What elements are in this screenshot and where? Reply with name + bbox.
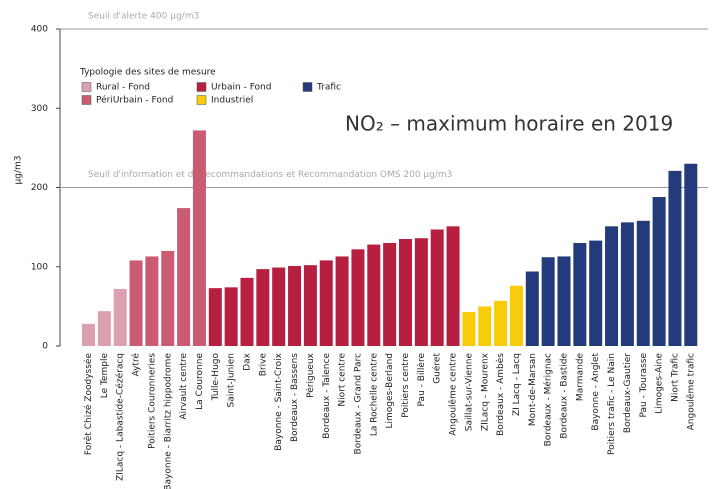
x-tick-label: Tulle-Hugo: [211, 353, 221, 402]
bar: [494, 300, 508, 346]
reference-label: Seuil d'information et de recommandation…: [88, 170, 452, 180]
legend-swatch: [302, 82, 313, 92]
bar: [525, 271, 539, 346]
legend-label: Urbain - Fond: [211, 83, 271, 93]
x-tick-label: La Couronne: [195, 353, 205, 410]
x-tick-label: ZI Lacq - Lacq: [512, 353, 522, 416]
x-tick-label: Bordeaux - Ambès: [495, 353, 506, 436]
x-tick-label: Bordeaux - Talence: [322, 353, 332, 439]
bar: [605, 226, 619, 346]
legend-swatch: [196, 95, 207, 105]
bar: [557, 256, 571, 346]
reference-label: Seuil d'alerte 400 µg/m3: [88, 12, 199, 22]
bar: [620, 222, 634, 346]
x-tick-label: Niort centre: [338, 353, 348, 407]
legend-swatch: [196, 82, 207, 92]
bar: [161, 250, 175, 346]
bar: [224, 287, 238, 346]
x-tick-label: Bordeaux - Mérignac: [543, 353, 554, 446]
bar: [272, 267, 286, 346]
y-tick-label: 300: [31, 104, 48, 114]
x-tick-label: Limoges-Berland: [385, 353, 395, 429]
x-tick-label: Marmande: [575, 353, 585, 402]
bar: [668, 170, 682, 346]
x-tick-label: Poitiers centre: [401, 353, 411, 418]
bar: [208, 288, 222, 346]
legend-label: PériUrbain - Fond: [96, 95, 173, 106]
legend-label: Rural - Fond: [96, 83, 150, 93]
bar: [636, 220, 650, 346]
x-tick-label: Bordeaux - Grand Parc: [353, 353, 363, 454]
bar: [478, 306, 492, 346]
y-tick-label: 100: [31, 262, 48, 272]
bar: [573, 242, 587, 346]
bar: [256, 269, 270, 346]
legend-title: Typologie des sites de mesure: [79, 68, 216, 78]
legend-swatch: [81, 82, 92, 92]
bar: [414, 238, 428, 346]
bar: [82, 323, 95, 346]
x-tick-label: Pau - Billère: [416, 353, 427, 407]
x-tick-label: Forêt Chizé Zoodyssée: [83, 353, 94, 456]
x-tick-label: Saillat-sur-Vienne: [464, 353, 474, 432]
x-tick-label: Bayonne - Biarritz hippodrome: [163, 353, 173, 489]
bar: [303, 265, 317, 346]
x-tick-label: Angoulême trafic: [685, 353, 696, 430]
bar: [446, 226, 460, 346]
bar: [367, 244, 381, 346]
bar: [177, 208, 191, 346]
x-tick-label: Le Temple: [100, 353, 110, 399]
x-tick-label: Saint-Junien: [227, 353, 237, 408]
x-tick-label: Niort Trafic: [670, 353, 680, 402]
x-tick-label: Bordeaux - Bassens: [290, 353, 300, 442]
x-tick-label: Aytré: [131, 353, 142, 377]
x-tick-label: Limoges-Aine: [655, 353, 665, 414]
bar: [319, 260, 333, 346]
x-tick-label: Poitiers Couronneries: [147, 353, 157, 449]
legend-label: Industriel: [211, 96, 253, 106]
x-tick-label: Bordeaux-Gautier: [623, 353, 633, 433]
x-tick-label: ZILacq - Labastide-Cézéracq: [115, 353, 126, 481]
y-tick-label: 400: [31, 25, 48, 35]
x-tick-label: Poitiers trafic - Le Nain: [607, 353, 617, 455]
x-tick-label: Bayonne - Anglet: [591, 353, 601, 431]
chart-title: NO₂ – maximum horaire en 2019: [345, 112, 673, 136]
x-tick-label: La Rochelle centre: [369, 353, 379, 437]
bar: [652, 197, 666, 346]
x-tick-label: Dax: [243, 352, 253, 370]
x-tick-label: Brive: [258, 353, 268, 377]
legend-swatch: [81, 95, 92, 105]
x-tick-label: Angoulême centre: [448, 353, 459, 436]
bar: [430, 229, 444, 346]
bar: [192, 130, 206, 346]
bar: [351, 249, 365, 346]
x-tick-label: Guéret: [432, 353, 443, 384]
x-tick-label: Mont-de-Marsan: [528, 353, 538, 426]
legend-label: Trafic: [316, 83, 341, 93]
bar: [113, 288, 127, 346]
bar: [462, 311, 476, 346]
bar: [145, 256, 159, 346]
bar: [684, 163, 698, 346]
x-tick-label: Bordeaux - Bastide: [560, 353, 570, 439]
x-tick-label: Bayonne - Saint-Croix: [274, 352, 284, 450]
bar: [97, 311, 111, 346]
bar: [399, 239, 412, 346]
y-tick-label: 0: [42, 342, 48, 352]
y-tick-label: 200: [31, 183, 48, 193]
bar: [129, 260, 143, 346]
bar: [541, 257, 555, 346]
bar: [240, 277, 254, 346]
x-tick-label: Pau - Tourasse: [639, 353, 649, 418]
bar: [288, 265, 302, 346]
x-tick-label: Périgueux: [305, 352, 316, 398]
x-tick-label: ZILacq - Mourenx: [480, 352, 490, 431]
bar: [589, 240, 603, 346]
y-axis-label: µg/m3: [14, 156, 24, 185]
bar: [509, 285, 523, 346]
bar: [335, 256, 349, 346]
x-tick-label: Airvault centre: [179, 353, 189, 420]
bar: [383, 242, 397, 346]
